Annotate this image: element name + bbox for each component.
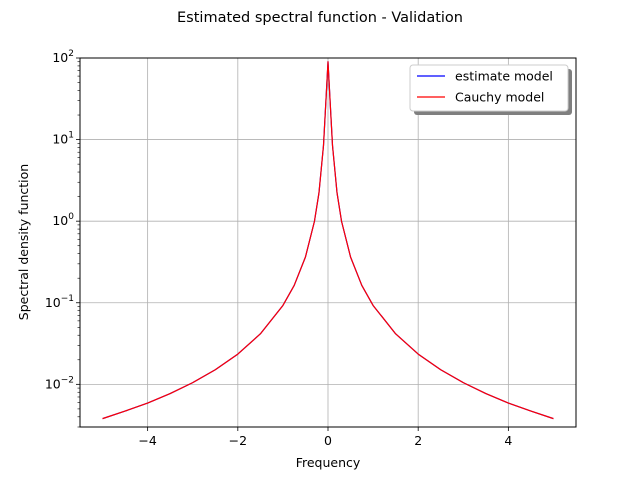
- series-line-cauchy-model: [102, 61, 554, 420]
- legend: estimate model Cauchy model: [409, 64, 572, 115]
- y-axis-ticks: 10−2 10−1 100 101 102: [45, 49, 80, 428]
- y-tick-label: 102: [52, 49, 74, 65]
- x-tick-label: −4: [138, 433, 156, 448]
- chart-title: Estimated spectral function - Validation: [177, 10, 463, 26]
- legend-box: [409, 64, 569, 112]
- y-tick-label: 10−2: [45, 375, 74, 391]
- x-axis-ticks: −4 −2 0 2 4: [138, 427, 512, 448]
- y-tick-label: 100: [52, 212, 74, 228]
- legend-label-estimate-model: estimate model: [455, 69, 553, 84]
- x-tick-label: −2: [229, 433, 247, 448]
- grid-lines: [80, 57, 576, 427]
- x-axis-label: Frequency: [296, 455, 361, 470]
- x-tick-label: 4: [504, 433, 512, 448]
- y-axis-label: Spectral density function: [16, 164, 31, 320]
- legend-label-cauchy-model: Cauchy model: [455, 90, 544, 105]
- x-tick-label: 0: [324, 433, 332, 448]
- y-tick-label: 101: [52, 131, 74, 147]
- x-tick-label: 2: [414, 433, 422, 448]
- series-layer: [102, 61, 554, 420]
- y-tick-label: 10−1: [45, 294, 74, 310]
